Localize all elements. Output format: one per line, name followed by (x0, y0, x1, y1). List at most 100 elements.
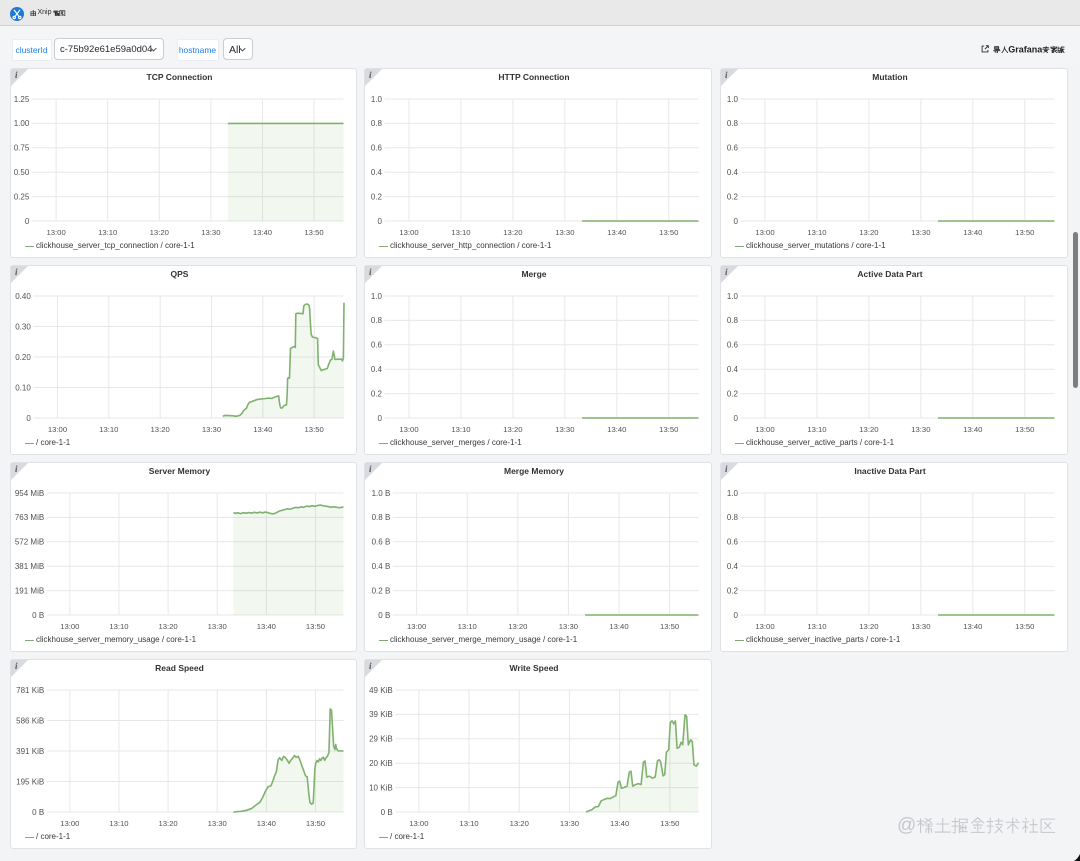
svg-text:13:20: 13:20 (859, 425, 878, 434)
svg-text:13:10: 13:10 (458, 622, 477, 631)
svg-text:13:10: 13:10 (459, 819, 478, 828)
svg-text:13:20: 13:20 (150, 228, 169, 237)
svg-text:0.4: 0.4 (727, 365, 739, 374)
svg-text:13:00: 13:00 (60, 622, 79, 631)
svg-text:0 B: 0 B (381, 808, 393, 817)
svg-text:13:10: 13:10 (99, 425, 118, 434)
svg-text:0.6: 0.6 (727, 538, 739, 547)
svg-text:13:30: 13:30 (202, 425, 221, 434)
svg-text:13:40: 13:40 (253, 425, 272, 434)
svg-text:13:20: 13:20 (508, 622, 527, 631)
svg-text:13:40: 13:40 (610, 819, 629, 828)
svg-text:586 KiB: 586 KiB (16, 716, 44, 725)
svg-text:0.6 B: 0.6 B (372, 538, 391, 547)
svg-text:13:30: 13:30 (911, 622, 930, 631)
svg-text:0.8: 0.8 (727, 119, 739, 128)
svg-text:572 MiB: 572 MiB (15, 538, 44, 547)
svg-text:13:40: 13:40 (963, 622, 982, 631)
svg-text:0.6: 0.6 (371, 144, 383, 153)
svg-text:0: 0 (734, 217, 739, 226)
svg-text:0.25: 0.25 (14, 192, 30, 201)
svg-text:0.10: 0.10 (15, 383, 31, 392)
svg-text:13:30: 13:30 (911, 228, 930, 237)
svg-text:0.2: 0.2 (371, 389, 383, 398)
svg-text:13:40: 13:40 (609, 622, 628, 631)
svg-text:13:20: 13:20 (503, 228, 522, 237)
svg-text:0.20: 0.20 (15, 353, 31, 362)
svg-text:13:00: 13:00 (399, 425, 418, 434)
svg-text:13:10: 13:10 (807, 425, 826, 434)
svg-text:13:10: 13:10 (807, 228, 826, 237)
svg-text:0.6: 0.6 (727, 341, 739, 350)
svg-text:13:00: 13:00 (46, 228, 65, 237)
svg-text:13:30: 13:30 (559, 622, 578, 631)
svg-text:13:00: 13:00 (409, 819, 428, 828)
svg-text:0: 0 (378, 414, 383, 423)
svg-text:191 MiB: 191 MiB (15, 586, 44, 595)
svg-text:13:50: 13:50 (1015, 228, 1034, 237)
svg-text:13:30: 13:30 (911, 425, 930, 434)
svg-text:13:10: 13:10 (807, 622, 826, 631)
svg-text:0.4: 0.4 (371, 365, 383, 374)
svg-text:0: 0 (378, 217, 383, 226)
svg-text:13:50: 13:50 (660, 819, 679, 828)
svg-text:0.2 B: 0.2 B (372, 586, 391, 595)
svg-text:39 KiB: 39 KiB (369, 710, 393, 719)
svg-text:10 KiB: 10 KiB (369, 783, 393, 792)
svg-text:13:40: 13:40 (607, 425, 626, 434)
svg-text:0: 0 (734, 611, 739, 620)
svg-text:0.2: 0.2 (727, 389, 739, 398)
svg-text:1.00: 1.00 (14, 119, 30, 128)
svg-text:13:30: 13:30 (555, 228, 574, 237)
svg-text:13:20: 13:20 (503, 425, 522, 434)
svg-text:13:30: 13:30 (555, 425, 574, 434)
svg-text:13:50: 13:50 (306, 622, 325, 631)
svg-text:0 B: 0 B (378, 611, 390, 620)
svg-text:0.6: 0.6 (727, 144, 739, 153)
svg-text:13:20: 13:20 (151, 425, 170, 434)
svg-text:13:00: 13:00 (399, 228, 418, 237)
svg-text:13:10: 13:10 (451, 425, 470, 434)
svg-text:29 KiB: 29 KiB (369, 735, 393, 744)
svg-text:13:40: 13:40 (963, 425, 982, 434)
svg-text:1.0: 1.0 (727, 95, 739, 104)
svg-text:13:30: 13:30 (208, 622, 227, 631)
svg-text:13:50: 13:50 (659, 425, 678, 434)
svg-text:0.4: 0.4 (371, 168, 383, 177)
svg-text:0.8: 0.8 (727, 316, 739, 325)
svg-text:954 MiB: 954 MiB (15, 489, 44, 498)
svg-text:1.0 B: 1.0 B (372, 489, 391, 498)
svg-text:1.0: 1.0 (371, 292, 383, 301)
svg-text:1.0: 1.0 (727, 489, 739, 498)
svg-text:13:30: 13:30 (560, 819, 579, 828)
svg-text:13:20: 13:20 (510, 819, 529, 828)
svg-text:0: 0 (26, 414, 31, 423)
svg-text:0: 0 (25, 217, 30, 226)
svg-text:13:50: 13:50 (659, 228, 678, 237)
svg-text:391 KiB: 391 KiB (16, 747, 44, 756)
svg-text:13:50: 13:50 (1015, 425, 1034, 434)
svg-text:1.25: 1.25 (14, 95, 30, 104)
svg-text:13:40: 13:40 (257, 622, 276, 631)
svg-text:13:50: 13:50 (1015, 622, 1034, 631)
svg-text:13:50: 13:50 (305, 425, 324, 434)
svg-text:13:40: 13:40 (963, 228, 982, 237)
svg-text:0.75: 0.75 (14, 144, 30, 153)
svg-text:381 MiB: 381 MiB (15, 562, 44, 571)
svg-text:13:40: 13:40 (257, 819, 276, 828)
svg-text:0.8: 0.8 (371, 119, 383, 128)
svg-text:0.40: 0.40 (15, 292, 31, 301)
svg-text:13:00: 13:00 (755, 622, 774, 631)
svg-text:0.8: 0.8 (727, 513, 739, 522)
svg-text:0.8 B: 0.8 B (372, 513, 391, 522)
svg-text:13:40: 13:40 (253, 228, 272, 237)
svg-text:0 B: 0 B (32, 611, 44, 620)
svg-text:13:10: 13:10 (109, 819, 128, 828)
svg-text:0: 0 (734, 414, 739, 423)
svg-text:13:20: 13:20 (158, 819, 177, 828)
svg-text:13:10: 13:10 (451, 228, 470, 237)
svg-text:0.8: 0.8 (371, 316, 383, 325)
svg-text:0.6: 0.6 (371, 341, 383, 350)
svg-text:763 MiB: 763 MiB (15, 513, 44, 522)
svg-text:0.2: 0.2 (727, 586, 739, 595)
